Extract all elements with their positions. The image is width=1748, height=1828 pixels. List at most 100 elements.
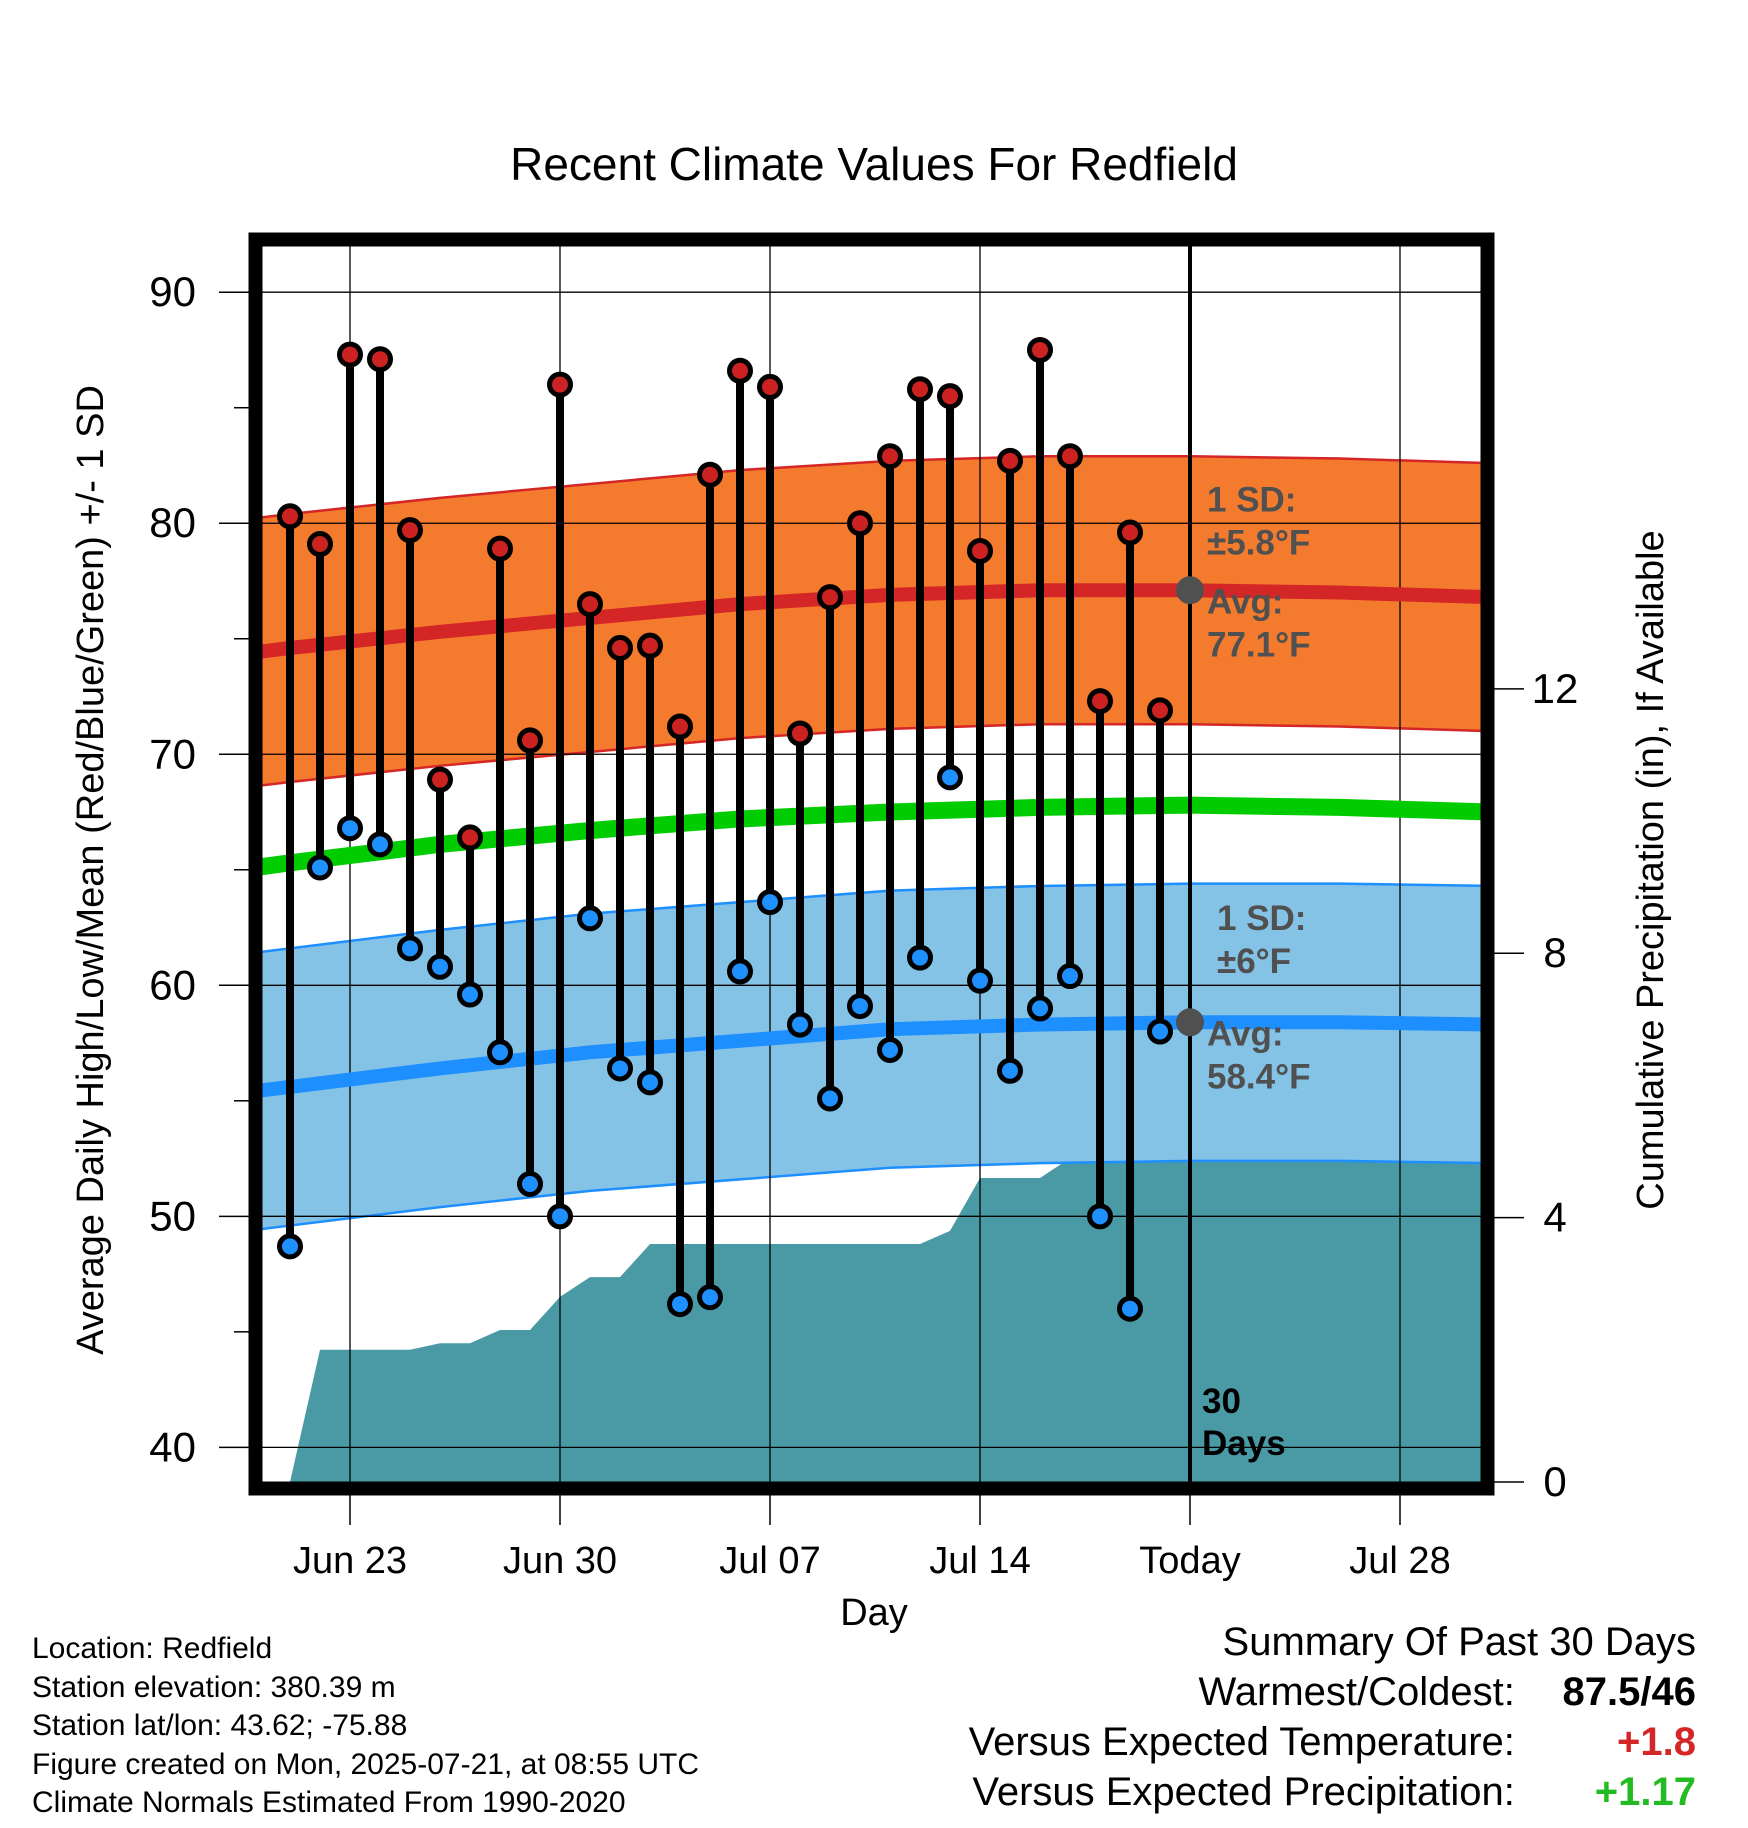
today-days-number: 30: [1202, 1382, 1241, 1421]
low-temp-point: [1027, 995, 1053, 1022]
high-temp-point: [1147, 697, 1173, 724]
high-temp-point: [667, 713, 693, 740]
y-tick-label: 40: [149, 1423, 196, 1470]
precip-vs-expected-value: +1.17: [1594, 1770, 1696, 1814]
high-temp-point: [757, 373, 783, 400]
high-temp-point: [967, 537, 993, 564]
high-temp-point: [457, 824, 483, 851]
low-avg-marker: [1176, 1008, 1204, 1037]
summary-warm-cold: Warmest/Coldest: 87.5/46: [1199, 1670, 1697, 1715]
summary-title: Summary Of Past 30 Days: [1222, 1620, 1696, 1664]
y2-tick-label: 12: [1532, 665, 1579, 712]
temp-vs-expected-label: Versus Expected Temperature:: [968, 1720, 1515, 1764]
low-temp-point: [1147, 1018, 1173, 1045]
x-tick-label: Jul 07: [719, 1540, 820, 1582]
high-temp-point: [1117, 519, 1143, 546]
high-temp-point: [607, 634, 633, 661]
low-band-lower: [262, 1159, 1481, 1231]
high-temp-point: [307, 531, 333, 558]
high-temp-point: [577, 591, 603, 618]
plot-frame: [248, 232, 1495, 1496]
high-temp-point: [1087, 688, 1113, 715]
low-temp-point: [607, 1055, 633, 1082]
high-temp-point: [847, 510, 873, 537]
high-temp-point: [487, 535, 513, 562]
high-temp-point: [877, 443, 903, 470]
elevation-text: Station elevation: 380.39 m: [32, 1670, 396, 1704]
y-tick-label: 80: [149, 499, 196, 546]
low-temp-point: [517, 1170, 543, 1197]
high-temp-point: [427, 766, 453, 793]
x-tick-label: Jun 30: [503, 1540, 617, 1582]
low-temp-point: [997, 1057, 1023, 1084]
high-temp-point: [997, 447, 1023, 474]
daily-mean-line: [262, 796, 1481, 876]
low-temp-point: [847, 993, 873, 1020]
low-avg-value: 58.4°F: [1207, 1057, 1311, 1096]
low-temp-point: [727, 958, 753, 985]
low-temp-point: [817, 1085, 843, 1112]
low-temp-point: [427, 953, 453, 980]
low-temp-point: [757, 889, 783, 916]
low-temp-point: [697, 1284, 723, 1311]
high-avg-value: 77.1°F: [1207, 625, 1311, 664]
high-temp-point: [547, 371, 573, 398]
low-temp-point: [937, 764, 963, 791]
temp-vs-expected-value: +1.8: [1617, 1720, 1696, 1764]
high-temp-point: [397, 517, 423, 544]
low-temp-point: [277, 1233, 303, 1260]
precip-vs-expected-label: Versus Expected Precipitation:: [972, 1770, 1515, 1814]
high-temp-point: [697, 461, 723, 488]
y-tick-label: 70: [149, 730, 196, 777]
high-temp-point: [337, 341, 363, 368]
y-tick-label: 60: [149, 961, 196, 1008]
high-temp-point: [937, 383, 963, 410]
y-axis-label: Average Daily High/Low/Mean (Red/Blue/Gr…: [70, 385, 112, 1355]
high-temp-point: [787, 720, 813, 747]
low-temp-point: [1057, 963, 1083, 990]
low-sd-label: 1 SD:: [1217, 899, 1306, 938]
station-info: Location: Redfield Station elevation: 38…: [32, 1630, 699, 1823]
chart-title: Recent Climate Values For Redfield: [510, 138, 1238, 190]
y2-tick-label: 0: [1543, 1458, 1566, 1505]
low-temp-point: [877, 1036, 903, 1063]
high-sd-label: 1 SD:: [1207, 481, 1296, 520]
low-temp-point: [907, 944, 933, 971]
x-axis-label: Day: [840, 1592, 908, 1634]
latlon-text: Station lat/lon: 43.62; -75.88: [32, 1709, 408, 1742]
high-temp-point: [727, 357, 753, 384]
today-days-word: Days: [1202, 1424, 1286, 1463]
x-tick-label: Today: [1139, 1540, 1240, 1582]
summary-temp: Versus Expected Temperature: +1.8: [969, 1720, 1696, 1765]
low-temp-point: [487, 1039, 513, 1066]
y-tick-label: 50: [149, 1192, 196, 1239]
low-temp-point: [667, 1291, 693, 1318]
x-tick-label: Jul 28: [1349, 1540, 1450, 1582]
low-temp-point: [457, 981, 483, 1008]
high-band: [262, 456, 1481, 786]
precip-area: [290, 1151, 1481, 1482]
high-avg-marker: [1176, 576, 1204, 605]
low-temp-point: [397, 935, 423, 962]
high-temp-point: [517, 727, 543, 754]
warm-cold-value: 87.5/46: [1562, 1670, 1696, 1714]
low-temp-point: [307, 854, 333, 881]
plot-inner: 1 SD: ±5.8°F Avg: 77.1°F 1 SD: ±6°F Avg: 58.4°F…: [262, 246, 1481, 1482]
high-temp-point: [907, 376, 933, 403]
y2-tick-label: 4: [1543, 1194, 1566, 1241]
low-temp-point: [367, 831, 393, 858]
low-temp-point: [1087, 1203, 1113, 1230]
normals-text: Climate Normals Estimated From 1990-2020: [32, 1786, 626, 1819]
low-temp-point: [787, 1011, 813, 1038]
low-band: [262, 883, 1481, 1229]
low-temp-point: [637, 1069, 663, 1096]
y2-axis-label: Cumulative Precipitation (in), If Availa…: [1630, 530, 1672, 1209]
y-tick-label: 90: [149, 268, 196, 315]
high-temp-point: [637, 632, 663, 659]
high-temp-point: [367, 346, 393, 373]
low-temp-point: [337, 815, 363, 842]
low-sd-value: ±6°F: [1217, 942, 1291, 981]
location-text: Location: Redfield: [32, 1632, 273, 1665]
low-temp-point: [1117, 1295, 1143, 1322]
